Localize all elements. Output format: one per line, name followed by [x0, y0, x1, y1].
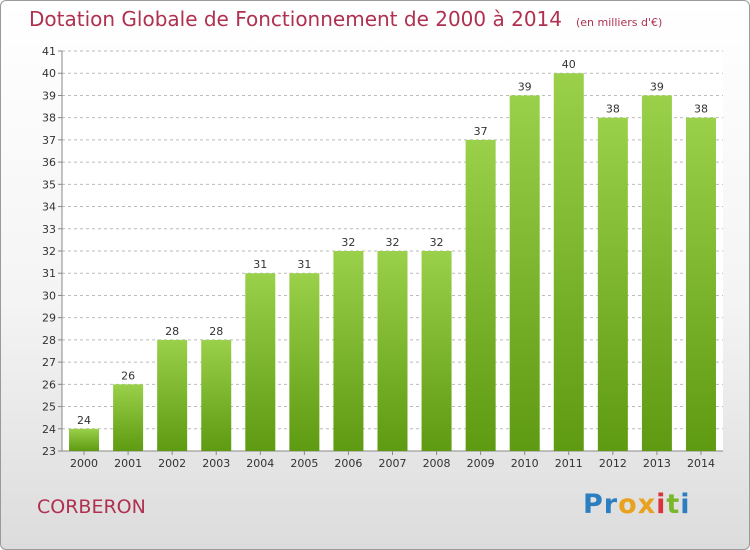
data-label: 39 [650, 80, 664, 93]
y-tick-label: 27 [42, 356, 56, 369]
x-tick-label: 2004 [246, 457, 274, 470]
x-tick-label: 2011 [555, 457, 583, 470]
x-tick-label: 2001 [114, 457, 142, 470]
data-label: 31 [253, 258, 267, 271]
data-label: 24 [77, 414, 91, 427]
x-tick-label: 2012 [599, 457, 627, 470]
bar [685, 117, 716, 452]
unit-note: (en milliers d'€) [576, 16, 663, 29]
bar [333, 251, 364, 451]
x-tick-label: 2005 [290, 457, 318, 470]
bar [377, 251, 408, 451]
y-tick-label: 29 [42, 312, 56, 325]
logo-letter: i [656, 489, 667, 520]
y-tick-label: 34 [42, 201, 56, 214]
y-tick-label: 41 [42, 45, 56, 58]
data-label: 28 [165, 325, 179, 338]
y-tick-label: 28 [42, 334, 56, 347]
x-tick-label: 2003 [202, 457, 230, 470]
data-label: 26 [121, 369, 135, 382]
y-tick-label: 24 [42, 423, 56, 436]
data-label: 32 [430, 236, 444, 249]
logo-letter: t [666, 489, 681, 520]
x-tick-label: 2007 [379, 457, 407, 470]
y-tick-label: 23 [42, 445, 56, 458]
bar [201, 339, 232, 451]
bar [641, 95, 672, 451]
logo-letter: P [583, 489, 604, 520]
y-tick-label: 25 [42, 401, 56, 414]
y-tick-label: 32 [42, 245, 56, 258]
logo-letter: o [618, 489, 638, 520]
data-label: 31 [297, 258, 311, 271]
logo-letter: i [680, 489, 691, 520]
data-label: 32 [341, 236, 355, 249]
y-tick-label: 33 [42, 223, 56, 236]
y-tick-label: 30 [42, 289, 56, 302]
bar [597, 117, 628, 452]
y-tick-label: 37 [42, 134, 56, 147]
x-tick-label: 2010 [511, 457, 539, 470]
y-tick-label: 38 [42, 112, 56, 125]
bar [421, 251, 452, 451]
chart-title-block: Dotation Globale de Fonctionnement de 20… [29, 7, 662, 31]
bar [245, 273, 276, 451]
x-tick-label: 2000 [70, 457, 98, 470]
logo-letter: x [637, 489, 657, 520]
bar [113, 384, 144, 451]
x-tick-label: 2002 [158, 457, 186, 470]
x-tick-label: 2008 [423, 457, 451, 470]
x-tick-label: 2009 [467, 457, 495, 470]
y-tick-label: 26 [42, 378, 56, 391]
y-tick-label: 36 [42, 156, 56, 169]
y-tick-label: 39 [42, 89, 56, 102]
commune-name: CORBERON [37, 496, 146, 518]
chart-title: Dotation Globale de Fonctionnement de 20… [29, 7, 562, 31]
bar [465, 139, 496, 451]
data-label: 32 [386, 236, 400, 249]
y-tick-label: 40 [42, 67, 56, 80]
data-label: 38 [694, 103, 708, 116]
x-tick-label: 2014 [687, 457, 715, 470]
data-label: 28 [209, 325, 223, 338]
bar [509, 95, 540, 451]
logo-letter: r [603, 489, 619, 520]
data-label: 37 [474, 125, 488, 138]
y-tick-label: 35 [42, 178, 56, 191]
y-tick-label: 31 [42, 267, 56, 280]
x-tick-label: 2006 [334, 457, 362, 470]
data-label: 39 [518, 80, 532, 93]
data-label: 40 [562, 58, 576, 71]
x-tick-label: 2013 [643, 457, 671, 470]
bar [289, 273, 320, 451]
bar [553, 73, 584, 451]
bar [157, 339, 188, 451]
bar [69, 428, 100, 451]
data-label: 38 [606, 103, 620, 116]
